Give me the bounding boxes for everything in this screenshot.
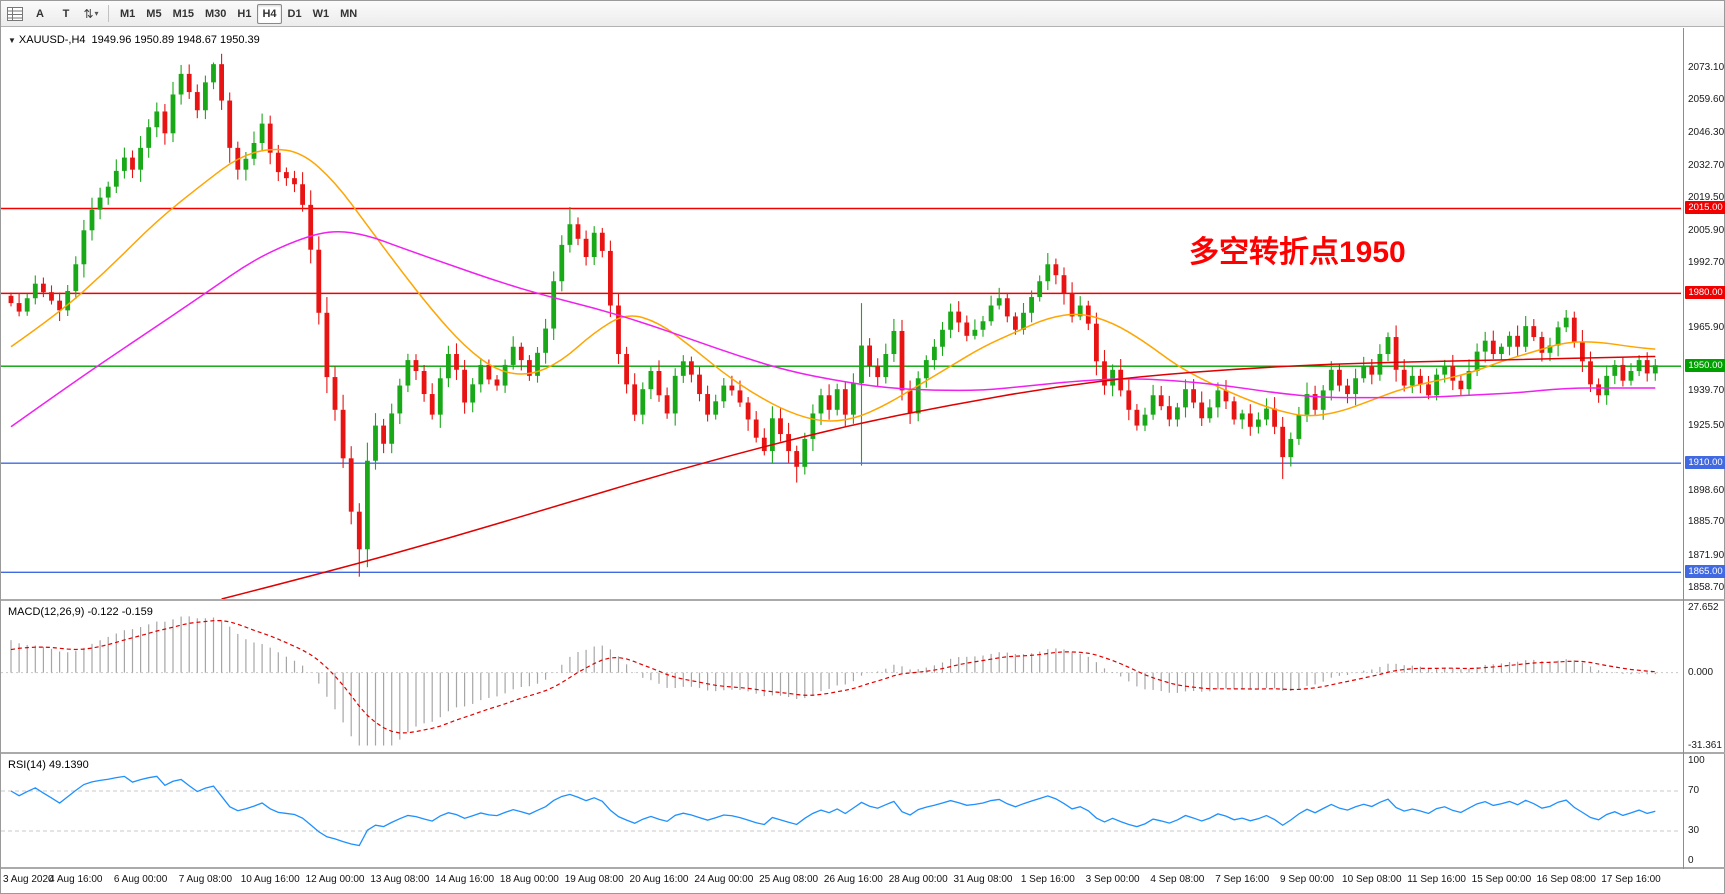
level-price-tag: 1865.00: [1685, 565, 1725, 579]
time-axis-label: 26 Aug 16:00: [823, 874, 883, 885]
time-axis-label: 15 Sep 00:00: [1471, 874, 1532, 885]
rsi-header: RSI(14) 49.1390: [8, 759, 89, 771]
macd-pane-canvas[interactable]: [1, 602, 1683, 752]
time-axis-label: 16 Sep 08:00: [1536, 874, 1596, 885]
time-axis-label: 17 Sep 16:00: [1601, 874, 1661, 885]
rsi-axis-tick: 30: [1688, 825, 1700, 836]
ma-slow-line: [221, 355, 1656, 599]
timeframe-group: M1 M5 M15 M30 H1 H4 D1 W1 MN: [115, 3, 362, 24]
macd-axis-tick: 27.652: [1688, 602, 1719, 613]
rsi-axis-tick: 0: [1688, 855, 1694, 866]
arrow-annotation-button[interactable]: A: [28, 4, 52, 24]
ma-medium-line: [10, 231, 1656, 428]
toolbar: A T ⇅ ▾ M1 M5 M15 M30 H1 H4 D1 W1 MN: [1, 1, 1724, 27]
macd-axis-tick: -31.361: [1688, 740, 1722, 751]
price-axis-tick: 2005.90: [1688, 224, 1725, 236]
timeframe-m15-button[interactable]: M15: [168, 4, 199, 24]
timeframe-mn-button[interactable]: MN: [335, 4, 362, 24]
price-axis-tick: 1871.90: [1688, 549, 1725, 561]
time-axis-label: 4 Aug 16:00: [49, 874, 103, 885]
time-axis-label: 10 Aug 16:00: [240, 874, 300, 885]
rsi-axis-tick: 100: [1688, 755, 1705, 766]
market-watch-grid-icon[interactable]: [4, 4, 26, 24]
time-axis-label: 18 Aug 00:00: [499, 874, 559, 885]
rsi-line: [10, 775, 1656, 847]
timeframe-w1-button[interactable]: W1: [308, 4, 335, 24]
time-axis-label: 19 Aug 08:00: [564, 874, 624, 885]
time-axis-label: 24 Aug 00:00: [694, 874, 754, 885]
collapse-triangle-icon[interactable]: ▼: [8, 36, 16, 45]
time-axis-label: 11 Sep 16:00: [1407, 874, 1466, 885]
ohlc-values: 1949.96 1950.89 1948.67 1950.39: [91, 34, 260, 46]
time-axis-label: 9 Sep 00:00: [1280, 874, 1334, 885]
pane-separator[interactable]: [1, 752, 1725, 754]
chevron-down-icon: ▾: [94, 9, 99, 18]
level-price-tag: 2015.00: [1685, 201, 1725, 215]
rsi-axis-tick: 70: [1688, 785, 1700, 796]
ma-fast-line: [10, 148, 1656, 422]
level-price-tag: 1980.00: [1685, 286, 1725, 300]
time-axis-label: 20 Aug 16:00: [629, 874, 689, 885]
time-axis-label: 12 Aug 00:00: [305, 874, 365, 885]
macd-axis-tick: 0.000: [1688, 666, 1714, 678]
time-axis-label: 3 Sep 00:00: [1085, 874, 1140, 885]
price-axis-tick: 1939.70: [1688, 385, 1725, 397]
timeframe-m1-button[interactable]: M1: [115, 4, 140, 24]
price-scale-border[interactable]: [1683, 28, 1684, 869]
level-price-tag: 1950.00: [1685, 359, 1725, 373]
time-axis-label: 4 Sep 08:00: [1150, 874, 1205, 885]
cycle-symbols-icon[interactable]: ⇅ ▾: [80, 4, 102, 24]
chart-title: ▼ XAUUSD-,H4 1949.96 1950.89 1948.67 1950.…: [8, 34, 260, 46]
time-axis-label: 25 Aug 08:00: [759, 874, 819, 885]
time-axis-label: 14 Aug 16:00: [435, 874, 495, 885]
time-axis-label: 7 Aug 08:00: [178, 874, 233, 885]
macd-signal-line: [10, 620, 1656, 734]
candlesticks: [8, 53, 1658, 577]
time-axis-label: 1 Sep 16:00: [1020, 874, 1075, 885]
time-axis-label: 7 Sep 16:00: [1215, 874, 1270, 885]
price-axis-tick: 2073.10: [1688, 61, 1725, 73]
chart-annotation-text[interactable]: 多空转折点1950: [1189, 236, 1406, 269]
cycle-arrows-glyph: ⇅: [83, 6, 94, 21]
rsi-pane-canvas[interactable]: [1, 755, 1683, 867]
text-tool-button[interactable]: T: [54, 4, 78, 24]
price-axis-tick: 1992.70: [1688, 256, 1725, 268]
level-price-tag: 1910.00: [1685, 456, 1725, 470]
time-axis-label: 6 Aug 00:00: [113, 874, 168, 885]
time-axis-label: 10 Sep 08:00: [1342, 874, 1402, 885]
toolbar-separator: [108, 5, 109, 22]
symbol-timeframe-label: XAUUSD-,H4: [18, 34, 86, 46]
timeframe-d1-button[interactable]: D1: [283, 4, 307, 24]
price-axis-tick: 2032.70: [1688, 159, 1725, 171]
time-axis-label: 31 Aug 08:00: [953, 874, 1013, 885]
price-axis-tick: 1965.90: [1688, 321, 1725, 333]
timeframe-h1-button[interactable]: H1: [232, 4, 256, 24]
price-axis-tick: 1925.50: [1688, 419, 1725, 431]
time-axis-label: 28 Aug 00:00: [888, 874, 948, 885]
price-axis-tick: 2059.60: [1688, 94, 1725, 106]
macd-histogram: [10, 616, 1656, 746]
price-axis-tick: 1885.70: [1688, 516, 1725, 528]
price-axis-tick: 1898.60: [1688, 484, 1725, 496]
timeframe-m30-button[interactable]: M30: [200, 4, 231, 24]
price-axis-tick: 2019.50: [1688, 191, 1725, 203]
price-axis-tick: 1858.70: [1688, 581, 1725, 593]
price-axis-tick: 2046.30: [1688, 126, 1725, 138]
time-axis-label: 3 Aug 2020: [3, 874, 54, 885]
time-axis-label: 13 Aug 08:00: [370, 874, 430, 885]
timeframe-m5-button[interactable]: M5: [141, 4, 166, 24]
pane-separator[interactable]: [1, 867, 1725, 869]
price-chart-canvas[interactable]: [1, 29, 1683, 599]
pane-separator[interactable]: [1, 599, 1725, 601]
macd-header: MACD(12,26,9) -0.122 -0.159: [8, 606, 153, 618]
timeframe-h4-button[interactable]: H4: [257, 3, 282, 24]
